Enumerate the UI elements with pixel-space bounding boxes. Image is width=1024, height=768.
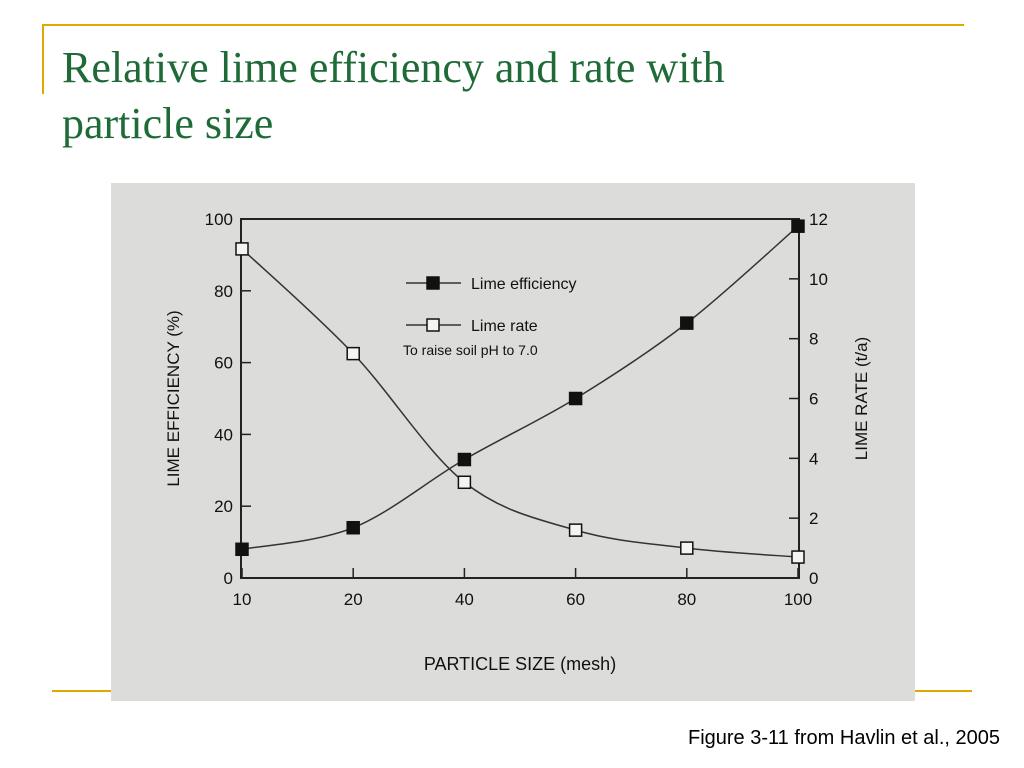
efficiency-point [568, 391, 583, 406]
plot-frame [240, 218, 800, 579]
chart-annotation: To raise soil pH to 7.0 [403, 342, 538, 358]
y-right-tick-label: 0 [809, 569, 818, 588]
y-right-tick-label: 6 [809, 390, 818, 409]
efficiency-point [235, 542, 249, 557]
legend-label: Lime rate [471, 318, 538, 335]
x-tick-label: 100 [784, 590, 812, 609]
efficiency-point [346, 520, 360, 535]
y-left-axis-label: LIME EFFICIENCY (%) [164, 310, 183, 486]
legend-marker [426, 276, 440, 290]
efficiency-point [680, 316, 694, 330]
rate-point [568, 523, 583, 537]
y-right-tick-label: 4 [809, 449, 818, 468]
slide-title-line2: particle size [62, 99, 274, 148]
series-line-1 [241, 248, 799, 558]
x-tick-label: 40 [455, 590, 474, 609]
y-left-tick-label: 40 [214, 425, 233, 444]
x-tick-label: 80 [677, 590, 696, 609]
y-left-tick-label: 60 [214, 354, 233, 373]
chart-figure: 0 20 40 60 80 100 0 2 4 6 8 10 12 10 20 40 60 80 100 PARTIC… [111, 183, 915, 701]
series-line-0 [241, 225, 799, 551]
y-right-tick-label: 10 [809, 270, 828, 289]
legend-marker [426, 318, 440, 332]
slide-title: Relative lime efficiency and rate with p… [62, 40, 962, 152]
x-tick-label: 20 [344, 590, 363, 609]
y-left-tick-label: 80 [214, 282, 233, 301]
legend-label: Lime efficiency [471, 276, 577, 293]
rate-point [680, 541, 694, 555]
y-right-tick-label: 8 [809, 330, 818, 349]
y-left-tick-label: 20 [214, 497, 233, 516]
rate-point [235, 242, 249, 256]
rate-point [457, 475, 472, 490]
efficiency-point [791, 219, 805, 233]
y-left-tick-label: 100 [205, 210, 233, 229]
y-left-tick-label: 0 [224, 569, 233, 588]
efficiency-point [457, 452, 472, 467]
chart-svg: 0 20 40 60 80 100 0 2 4 6 8 10 12 10 20 40 60 80 100 PARTIC… [164, 210, 871, 674]
bottom-right-rule [915, 690, 972, 692]
left-rule [42, 24, 44, 94]
figure-caption: Figure 3-11 from Havlin et al., 2005 [687, 727, 1000, 749]
rate-point [791, 550, 805, 564]
x-axis-label: PARTICLE SIZE (mesh) [424, 654, 616, 674]
y-right-tick-label: 12 [809, 210, 828, 229]
rate-point [346, 346, 360, 361]
y-right-axis-label: LIME RATE (t/a) [852, 337, 871, 460]
y-right-tick-label: 2 [809, 509, 818, 528]
bottom-left-rule [52, 690, 112, 692]
slide-title-line1: Relative lime efficiency and rate with [62, 43, 725, 92]
x-tick-label: 60 [566, 590, 585, 609]
x-tick-label: 10 [233, 590, 252, 609]
top-rule [42, 24, 964, 26]
